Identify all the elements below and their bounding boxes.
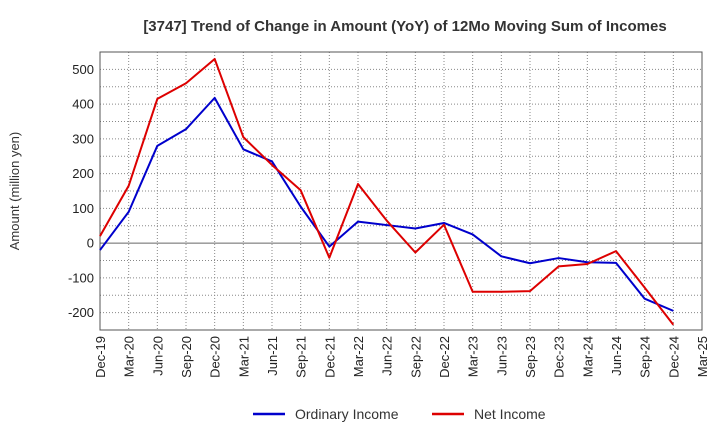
x-tick-label: Dec-22 xyxy=(437,336,452,378)
x-tick-label: Jun-20 xyxy=(150,336,165,376)
y-tick-label: 300 xyxy=(72,131,94,146)
x-tick-label: Sep-23 xyxy=(523,336,538,378)
x-tick-label: Mar-24 xyxy=(580,336,595,377)
x-tick-label: Sep-21 xyxy=(294,336,309,378)
y-tick-label: 400 xyxy=(72,97,94,112)
x-tick-label: Mar-22 xyxy=(351,336,366,377)
x-tick-label: Dec-20 xyxy=(208,336,223,378)
plot-area: -200 -100 0 100 200 300 400 500 Dec-19 Mar-20 Jun-… xyxy=(68,51,710,378)
legend-label-ordinary-income: Ordinary Income xyxy=(295,406,399,422)
legend-label-net-income: Net Income xyxy=(474,406,546,422)
chart-title: [3747] Trend of Change in Amount (YoY) o… xyxy=(143,18,666,35)
x-tick-label: Dec-19 xyxy=(93,336,108,378)
x-tick-label: Dec-21 xyxy=(322,336,337,378)
legend: Ordinary Income Net Income xyxy=(253,406,546,422)
x-tick-label: Sep-22 xyxy=(408,336,423,378)
x-tick-label: Mar-23 xyxy=(466,336,481,377)
y-tick-label: -200 xyxy=(68,305,94,320)
x-tick-label: Dec-24 xyxy=(666,336,681,378)
y-tick-label: 100 xyxy=(72,201,94,216)
x-tick-label: Mar-21 xyxy=(236,336,251,377)
y-axis-label: Amount (million yen) xyxy=(7,132,22,251)
x-tick-label: Jun-21 xyxy=(265,336,280,376)
x-tick-label: Sep-20 xyxy=(179,336,194,378)
x-tick-label: Jun-24 xyxy=(609,336,624,376)
y-tick-label: 500 xyxy=(72,62,94,77)
x-tick-label: Jun-23 xyxy=(494,336,509,376)
x-tick-label: Dec-23 xyxy=(552,336,567,378)
series-line-ordinary-income xyxy=(99,96,674,312)
x-tick-label: Mar-25 xyxy=(695,336,710,377)
x-tick-label: Mar-20 xyxy=(122,336,137,377)
y-tick-label: 200 xyxy=(72,166,94,181)
y-tick-label: -100 xyxy=(68,270,94,285)
plot-frame xyxy=(99,51,703,331)
series-line-net-income xyxy=(99,57,675,326)
x-tick-label: Jun-22 xyxy=(380,336,395,376)
x-tick-label: Sep-24 xyxy=(638,336,653,378)
y-tick-label: 0 xyxy=(87,236,94,251)
